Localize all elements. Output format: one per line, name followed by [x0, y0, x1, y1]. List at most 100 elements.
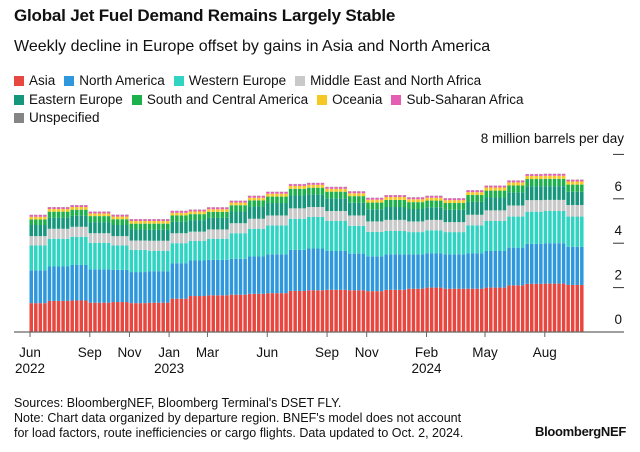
bar-segment-south-and-central-america [147, 223, 152, 230]
bar-segment-asia [43, 303, 47, 332]
bar-segment-north-america [466, 253, 470, 289]
bar-segment-north-america [270, 254, 275, 294]
bar-segment-oceania [47, 209, 52, 212]
bar-segment-western-europe [65, 238, 70, 267]
bar-segment-north-america [143, 272, 147, 304]
bar-segment-middle-east-and-north-africa [457, 222, 461, 233]
bar-segment-western-europe [97, 242, 102, 270]
bar-segment-western-europe [152, 250, 156, 272]
chart-subtitle: Weekly decline in Europe offset by gains… [14, 38, 491, 55]
bar-segment-oceania [34, 216, 38, 220]
bar-segment-asia [88, 302, 93, 332]
bar-segment-south-and-central-america [229, 205, 234, 212]
bar-segment-asia [357, 290, 361, 332]
bar-segment-eastern-europe [325, 198, 329, 212]
bar-segment-asia [56, 300, 61, 332]
bar-segment-eastern-europe [75, 215, 79, 227]
bar-segment-western-europe [206, 238, 211, 260]
y-tick-label: 2 [614, 268, 622, 283]
legend-label: North America [79, 73, 165, 88]
bar-segment-north-america [220, 259, 225, 296]
bar-segment-sub-saharan-africa [466, 190, 470, 193]
bar-segment-south-and-central-america [357, 196, 361, 203]
bar-segment-asia [102, 302, 106, 332]
bar-segment-western-europe [457, 232, 461, 255]
bar-segment-eastern-europe [566, 191, 570, 206]
bar-segment-south-and-central-america [361, 196, 366, 203]
bar-segment-eastern-europe [439, 207, 443, 220]
bar-segment-eastern-europe [307, 194, 311, 208]
bar-segment-eastern-europe [161, 229, 165, 241]
bar-segment-oceania [402, 197, 407, 200]
bar-segment-north-america [348, 253, 352, 291]
bar-segment-oceania [566, 181, 570, 185]
bar-segment-south-and-central-america [252, 200, 256, 207]
bar-segment-oceania [416, 199, 420, 203]
bar-segment-western-europe [138, 249, 143, 273]
bar-segment-eastern-europe [329, 198, 334, 212]
bar-segment-asia [448, 288, 452, 332]
bar-segment-north-america [470, 253, 475, 289]
bar-segment-middle-east-and-north-africa [206, 229, 211, 239]
bar-segment-eastern-europe [375, 209, 379, 222]
bar-segment-oceania [325, 188, 329, 192]
bar-segment-north-america [307, 248, 311, 291]
bar-segment-sub-saharan-africa [252, 195, 256, 198]
bar-segment-sub-saharan-africa [75, 205, 79, 208]
bar-segment-oceania [466, 192, 470, 196]
bar-segment-north-america [425, 253, 429, 288]
bar-segment-oceania [247, 197, 252, 201]
bar-segment-asia [443, 288, 448, 332]
bar-segment-asia [179, 298, 184, 332]
bar-segment-middle-east-and-north-africa [175, 233, 179, 244]
bar-segment-oceania [479, 192, 484, 196]
bar-segment-asia [252, 293, 256, 332]
bar-segment-sub-saharan-africa [52, 207, 56, 210]
bar-segment-north-america [452, 254, 457, 289]
bar-segment-south-and-central-america [520, 185, 525, 193]
bar-segment-middle-east-and-north-africa [102, 233, 106, 243]
bar-segment-oceania [338, 188, 343, 192]
bar-segment-eastern-europe [234, 211, 238, 224]
bar-segment-western-europe [220, 238, 225, 260]
bar-segment-sub-saharan-africa [379, 197, 384, 200]
bar-segment-middle-east-and-north-africa [38, 236, 43, 246]
bar-segment-north-america [206, 259, 211, 296]
bar-segment-north-america [479, 253, 484, 289]
bar-segment-middle-east-and-north-africa [311, 207, 316, 217]
bar-segment-middle-east-and-north-africa [84, 226, 88, 237]
x-year-label: 2023 [154, 361, 184, 376]
bar-segment-asia [420, 288, 425, 332]
bar-segment-south-and-central-america [511, 185, 516, 193]
bar-segment-western-europe [479, 225, 484, 254]
bar-segment-south-and-central-america [261, 200, 266, 207]
bar-segment-western-europe [275, 225, 279, 255]
bar-segment-north-america [402, 254, 407, 290]
bar-segment-oceania [88, 213, 93, 217]
bar-segment-south-and-central-america [566, 184, 570, 192]
bar-segment-western-europe [516, 216, 520, 248]
legend-swatch [14, 113, 24, 123]
bar-segment-south-and-central-america [457, 203, 461, 210]
bar-segment-sub-saharan-africa [297, 184, 302, 186]
bar-segment-western-europe [170, 243, 175, 264]
bar-segment-oceania [179, 212, 184, 216]
bar-segment-middle-east-and-north-africa [334, 211, 338, 221]
bar-segment-asia [398, 289, 402, 332]
bar-segment-western-europe [543, 211, 548, 244]
bar-segment-north-america [448, 254, 452, 289]
bar-segment-western-europe [343, 221, 347, 251]
bar-segment-north-america [461, 254, 466, 289]
bar-segment-asia [302, 290, 306, 332]
bar-segment-sub-saharan-africa [420, 197, 425, 200]
bar-segment-asia [29, 303, 33, 332]
bar-segment-asia [97, 302, 102, 332]
bar-segment-eastern-europe [452, 209, 457, 223]
bar-segment-western-europe [570, 216, 575, 247]
bar-segment-north-america [439, 253, 443, 288]
bar-segment-north-america [247, 256, 252, 294]
bar-segment-oceania [229, 202, 234, 206]
bar-segment-south-and-central-america [425, 200, 429, 208]
bar-segment-oceania [257, 197, 261, 201]
